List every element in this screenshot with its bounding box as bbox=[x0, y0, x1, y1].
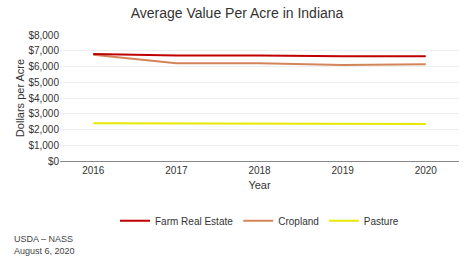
svg-text:Dollars per Acre: Dollars per Acre bbox=[14, 59, 26, 137]
svg-text:$2,000: $2,000 bbox=[28, 124, 59, 135]
svg-text:2020: 2020 bbox=[415, 165, 438, 176]
svg-text:$0: $0 bbox=[48, 156, 60, 167]
svg-text:$5,000: $5,000 bbox=[28, 77, 59, 88]
svg-text:$6,000: $6,000 bbox=[28, 61, 59, 72]
svg-text:$1,000: $1,000 bbox=[28, 140, 59, 151]
svg-text:$8,000: $8,000 bbox=[28, 30, 59, 41]
svg-text:$7,000: $7,000 bbox=[28, 45, 59, 56]
svg-text:Farm Real Estate: Farm Real Estate bbox=[155, 216, 233, 227]
svg-text:Pasture: Pasture bbox=[364, 216, 399, 227]
svg-text:Year: Year bbox=[248, 179, 271, 191]
svg-text:$4,000: $4,000 bbox=[28, 93, 59, 104]
svg-text:Average Value Per Acre in Indi: Average Value Per Acre in Indiana bbox=[131, 5, 344, 21]
svg-text:2016: 2016 bbox=[82, 165, 105, 176]
svg-text:$3,000: $3,000 bbox=[28, 108, 59, 119]
svg-text:2019: 2019 bbox=[332, 165, 355, 176]
svg-text:USDA – NASSAugust 6, 2020: USDA – NASSAugust 6, 2020 bbox=[14, 234, 75, 256]
svg-text:Cropland: Cropland bbox=[278, 216, 319, 227]
svg-text:2018: 2018 bbox=[248, 165, 271, 176]
svg-text:2017: 2017 bbox=[165, 165, 188, 176]
